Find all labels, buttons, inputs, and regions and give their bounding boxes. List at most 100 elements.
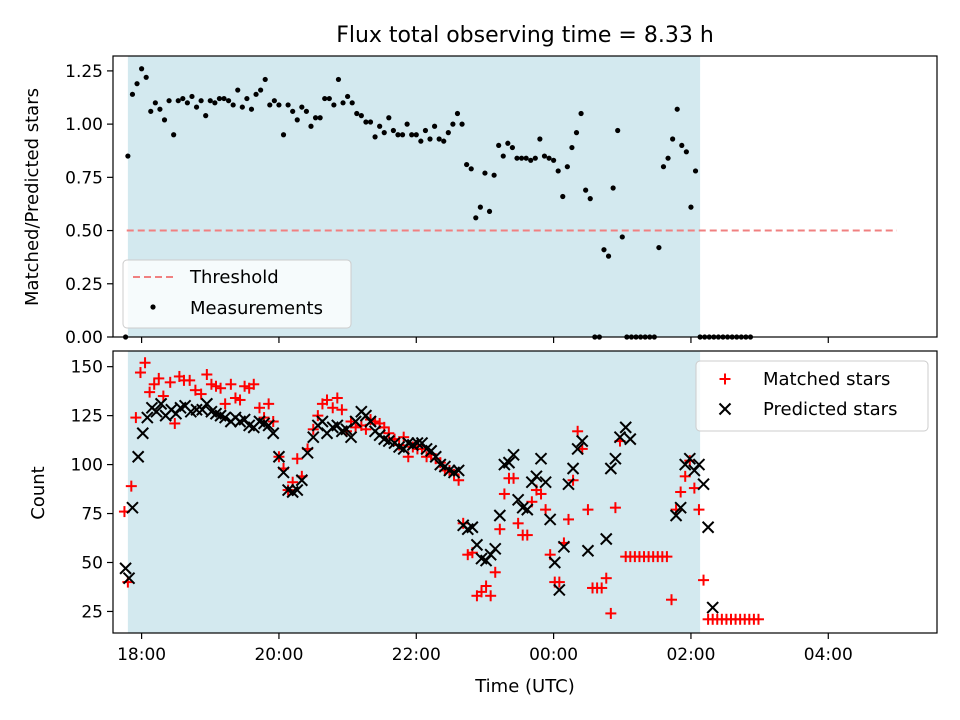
matched-star-point	[480, 580, 492, 592]
x-tick-label: 22:00	[392, 645, 441, 665]
y-tick-label: 150	[71, 358, 103, 378]
measurement-point	[477, 204, 483, 210]
matched-star-point	[336, 404, 348, 416]
matched-star-point	[331, 392, 343, 404]
predicted-star-point	[600, 532, 613, 546]
measurement-point	[345, 93, 351, 100]
x-tick-label: 18:00	[117, 645, 166, 665]
y-tick-label: 25	[81, 602, 103, 622]
measurement-point	[125, 153, 131, 159]
x-axis-label: Time (UTC)	[474, 676, 575, 697]
measurement-point	[464, 161, 470, 168]
measurement-point	[450, 121, 456, 127]
predicted-star-point	[553, 583, 566, 597]
y-tick-label: 1.25	[65, 62, 103, 82]
measurement-point	[139, 66, 145, 72]
y-tick-label: 125	[71, 407, 103, 427]
legend-matched-marker	[719, 373, 731, 385]
matched-star-point	[512, 517, 524, 529]
matched-star-point	[169, 417, 181, 429]
measurement-point	[615, 127, 621, 134]
matched-star-point	[698, 574, 710, 586]
bottom-legend-box	[695, 360, 929, 432]
top-legend: Threshold Measurements	[122, 259, 352, 329]
measurement-point	[688, 204, 694, 210]
legend-measurements-label: Measurements	[190, 298, 323, 319]
measurement-point	[203, 113, 209, 119]
measurement-point	[312, 115, 319, 121]
measurement-point	[253, 91, 259, 97]
measurement-point	[537, 136, 543, 142]
matched-star-point	[148, 378, 160, 390]
y-tick-label: 50	[81, 554, 103, 574]
matched-star-point	[562, 513, 574, 525]
matched-star-point	[494, 523, 506, 535]
matched-star-point	[489, 566, 501, 578]
measurement-point	[486, 208, 493, 215]
matched-star-point	[201, 369, 213, 380]
matched-star-point	[125, 480, 137, 492]
legend-predicted-marker	[718, 402, 732, 416]
matched-star-point	[189, 384, 201, 396]
predicted-star-point	[262, 419, 275, 432]
matched-star-point	[553, 576, 565, 588]
predicted-star-point	[411, 436, 424, 450]
measurement-point	[248, 106, 255, 112]
predicted-star-point	[277, 466, 290, 479]
predicted-star-point	[571, 442, 584, 456]
measurement-point	[679, 142, 685, 149]
predicted-star-point	[150, 405, 163, 418]
measurement-point	[422, 127, 429, 134]
predicted-star-point	[307, 430, 320, 444]
matched-star-point	[321, 394, 333, 406]
predicted-star-point	[539, 476, 552, 489]
predicted-star-point	[218, 411, 232, 424]
legend-predicted-swatch	[718, 402, 732, 416]
matched-star-point	[144, 386, 156, 398]
measurement-point	[395, 132, 401, 138]
measurement-point	[340, 100, 346, 106]
measurement-point	[381, 130, 387, 136]
measurement-point	[271, 98, 277, 104]
matched-star-point	[675, 486, 687, 498]
measurement-point	[514, 155, 520, 161]
matched-star-point	[521, 529, 533, 541]
measurement-point	[225, 98, 232, 104]
x-tick-label: 00:00	[529, 645, 578, 665]
measurement-point	[303, 108, 310, 114]
predicted-star-point	[344, 430, 358, 444]
measurement-point	[509, 144, 516, 151]
matched-star-point	[253, 402, 265, 414]
predicted-star-point	[295, 474, 309, 487]
measurement-point	[656, 244, 662, 251]
measurement-point	[390, 127, 396, 134]
measurement-point	[665, 155, 671, 161]
measurement-point	[171, 132, 177, 138]
measurement-point	[161, 117, 168, 123]
measurement-point	[436, 136, 442, 142]
y-tick-label: 75	[81, 505, 103, 525]
predicted-star-point	[624, 432, 637, 446]
measurement-point	[354, 110, 360, 117]
measurement-point	[331, 102, 337, 108]
measurement-point	[482, 170, 488, 176]
measurement-point	[244, 95, 250, 102]
y-tick-label: 0.75	[65, 168, 103, 188]
measurement-point	[560, 193, 566, 200]
predicted-star-point	[534, 452, 548, 465]
predicted-star-point	[674, 501, 687, 514]
predicted-star-point	[131, 450, 145, 463]
predicted-star-point	[452, 464, 465, 477]
predicted-star-point	[141, 411, 154, 424]
predicted-star-point	[604, 462, 618, 475]
measurement-point	[473, 215, 479, 221]
predicted-star-point	[154, 397, 168, 411]
measurement-point	[258, 87, 264, 93]
measurement-point	[262, 76, 268, 83]
measurement-point	[610, 185, 616, 191]
measurement-point	[674, 106, 680, 112]
measurement-point	[372, 134, 378, 140]
matched-star-point	[153, 372, 165, 384]
chart-title: Flux total observing time = 8.33 h	[336, 23, 714, 48]
top-panel: 0.00 0.25 0.50 0.75 1.00 1.25 Matched/Predict…	[22, 55, 938, 348]
